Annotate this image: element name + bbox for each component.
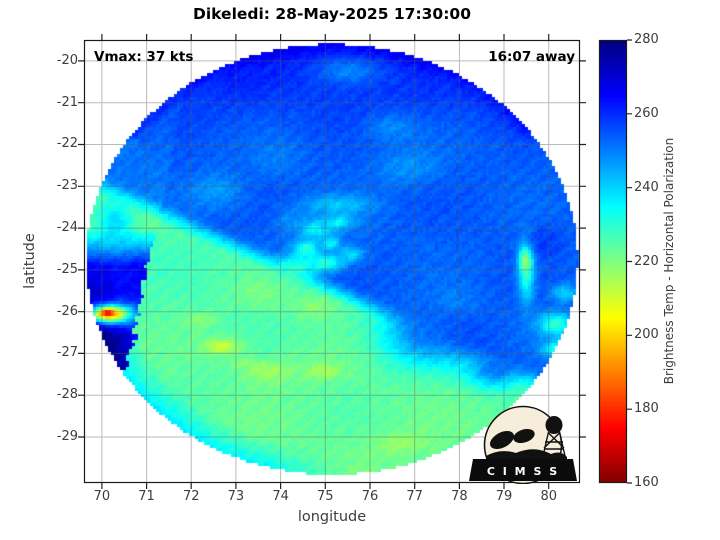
colorbar-tick-label: 240 <box>634 179 659 195</box>
colorbar-tick-label: 200 <box>634 327 659 343</box>
time-offset-annotation: 16:07 away <box>488 49 575 65</box>
y-tick-label: -25 <box>56 261 78 277</box>
colorbar-tick-label: 280 <box>634 32 659 47</box>
colorbar-label: Brightness Temp - Horizontal Polarizatio… <box>662 137 676 385</box>
x-tick-label: 75 <box>317 489 334 504</box>
y-tick-label: -29 <box>56 429 78 445</box>
x-tick-label: 80 <box>540 489 557 504</box>
y-tick-label: -20 <box>56 52 78 68</box>
y-tick-label: -22 <box>56 136 78 152</box>
y-tick-label: -23 <box>56 178 78 194</box>
y-tick-label: -27 <box>56 345 78 361</box>
colorbar-tick-label: 260 <box>634 105 659 121</box>
y-tick-label: -24 <box>56 220 78 236</box>
x-tick-label: 72 <box>182 489 200 504</box>
x-tick-label: 73 <box>227 489 245 504</box>
x-tick-label: 71 <box>138 489 155 504</box>
colorbar-tick-label: 160 <box>634 475 659 490</box>
colorbar-gradient <box>599 40 627 483</box>
plot-title: Dikeledi: 28-May-2025 17:30:00 <box>192 5 471 23</box>
x-tick-label: 76 <box>361 489 379 504</box>
x-axis-label: longitude <box>297 509 367 525</box>
y-tick-label: -28 <box>56 387 78 403</box>
cimss-logo: C I M S S <box>469 405 577 484</box>
logo-ground <box>486 449 567 462</box>
satellite-dish-icon <box>513 428 535 444</box>
satellite-dish-icon <box>489 430 515 450</box>
water-tower-tank-icon <box>545 416 563 434</box>
x-tick-label: 78 <box>451 489 468 504</box>
colorbar-tick-label: 220 <box>634 253 659 269</box>
vmax-annotation: Vmax: 37 kts <box>94 49 194 65</box>
logo-banner <box>469 459 577 481</box>
y-axis-label: latitude <box>22 233 38 289</box>
x-tick-label: 70 <box>93 489 111 504</box>
logo-text: C I M S S <box>487 465 559 478</box>
y-tick-label: -26 <box>56 303 78 319</box>
water-tower-legs-icon <box>542 431 566 457</box>
x-tick-label: 74 <box>272 489 289 504</box>
x-tick-label: 77 <box>406 489 423 504</box>
colorbar-tick-label: 180 <box>634 401 659 417</box>
x-tick-label: 79 <box>495 489 513 504</box>
y-tick-label: -21 <box>56 94 78 110</box>
